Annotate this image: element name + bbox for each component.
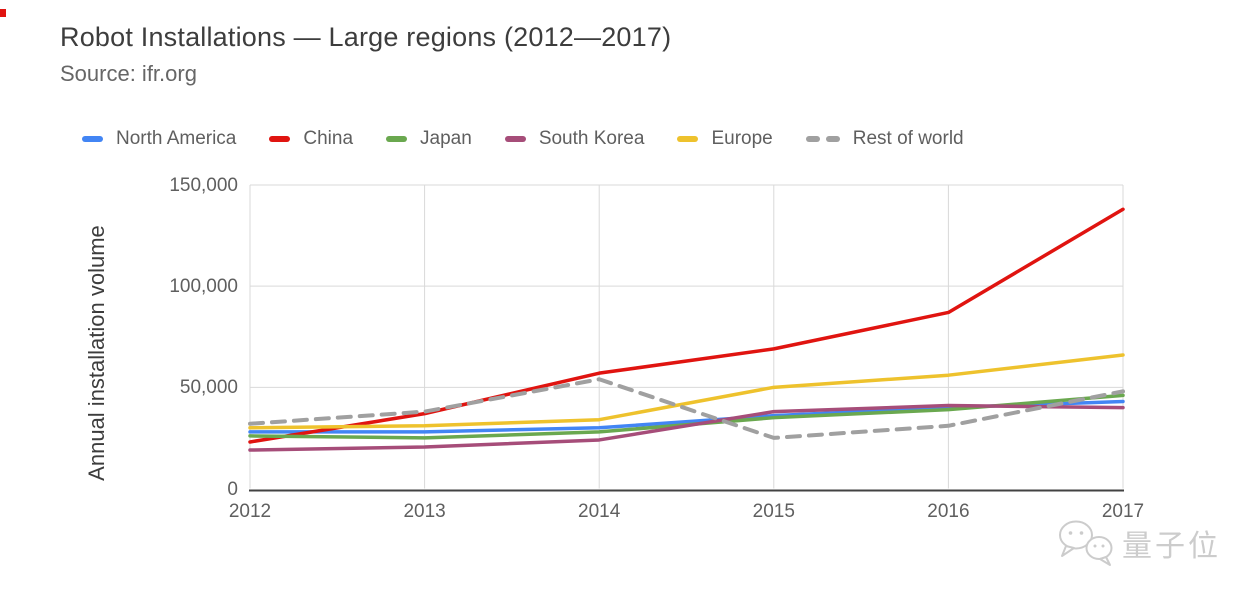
y-tick-label: 150,000	[169, 175, 238, 196]
legend-swatch-north-america-icon	[82, 136, 103, 142]
x-tick-label: 2014	[578, 501, 621, 522]
legend-label-japan: Japan	[420, 128, 472, 149]
legend-label-rest-of-world: Rest of world	[852, 128, 964, 149]
legend-label-europe: Europe	[711, 128, 773, 149]
chart-title: Robot Installations — Large regions (201…	[60, 22, 672, 52]
series-line-europe	[248, 353, 1125, 430]
legend-swatch-rest-of-world-icon	[805, 136, 840, 142]
series-line-south-korea	[248, 403, 1125, 452]
wechat-bubbles-icon	[1059, 520, 1113, 566]
x-tick-label: 2017	[1101, 501, 1145, 522]
legend-item-japan: Japan	[386, 128, 472, 150]
legend-item-rest-of-world: Rest of world	[805, 128, 964, 150]
legend-item-north-america: North America	[82, 128, 236, 150]
legend-item-china: China	[269, 128, 353, 150]
x-tick-label: 2015	[752, 501, 795, 522]
x-tick-label: 2012	[228, 501, 272, 522]
y-tick-label: 100,000	[169, 276, 238, 298]
legend-swatch-europe-icon	[677, 136, 699, 142]
legend-label-china: China	[303, 128, 354, 149]
watermark: 量子位	[1056, 518, 1221, 568]
legend-item-europe: Europe	[677, 128, 773, 150]
series-line-china	[248, 207, 1125, 444]
series-line-rest-of-world	[248, 377, 1125, 440]
legend-item-south-korea: South Korea	[504, 128, 645, 150]
watermark-text: 量子位	[1122, 530, 1221, 563]
stray-red-mark	[0, 9, 6, 17]
legend-swatch-china-icon	[269, 136, 291, 142]
y-tick-label: 50,000	[179, 377, 238, 399]
x-tick-label: 2013	[403, 501, 446, 522]
legend-label-south-korea: South Korea	[538, 128, 645, 149]
x-tick-label: 2016	[927, 501, 970, 522]
legend-swatch-japan-icon	[386, 136, 408, 142]
y-tick-label: 0	[227, 478, 238, 500]
legend: North America China Japan South Korea Eu…	[82, 128, 964, 150]
legend-swatch-south-korea-icon	[504, 136, 526, 142]
legend-label-north-america: North America	[116, 128, 237, 149]
chart-source: Source: ifr.org	[60, 61, 197, 86]
